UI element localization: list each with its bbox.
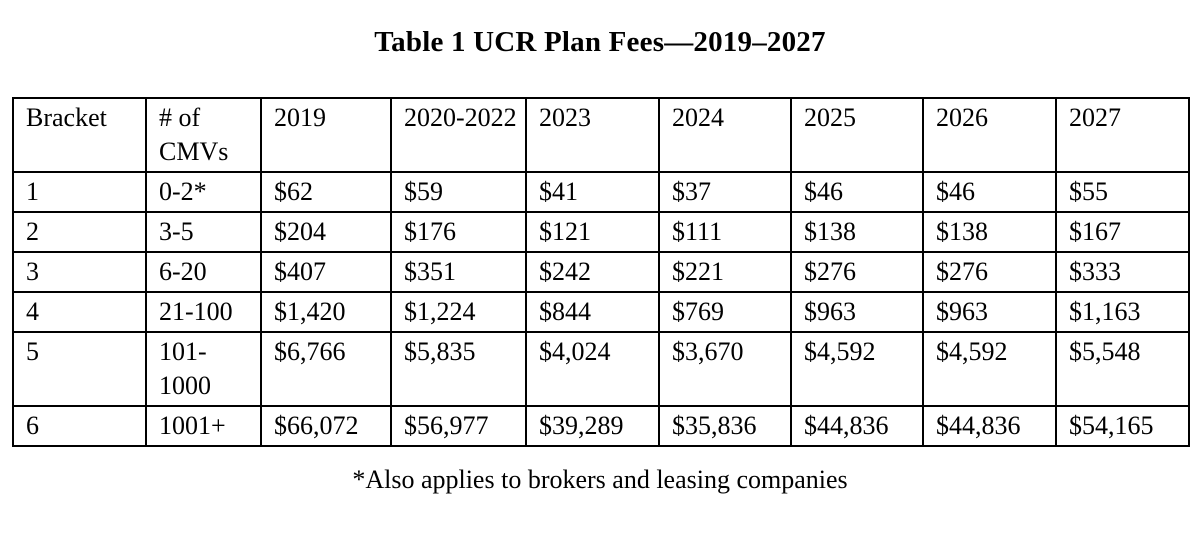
table-cell: $276 [922, 251, 1057, 293]
table-cell: $333 [1055, 251, 1190, 293]
table-row: 4 21-100 $1,420 $1,224 $844 $769 $963 $963 $1,16… [12, 291, 1190, 333]
header-cell: Bracket [12, 97, 147, 173]
table-cell: $44,836 [790, 405, 924, 447]
table-cell: 0-2* [145, 171, 262, 213]
header-cell: 2027 [1055, 97, 1190, 173]
ucr-plan-fees-table: Bracket # of CMVs 2019 2020-2022 2023 2024 202… [12, 97, 1190, 447]
document-page: Table 1 UCR Plan Fees—2019–2027 Bracket #… [0, 26, 1200, 536]
table-body: 1 0-2* $62 $59 $41 $37 $46 $46 $55 2 3-5 $204 $176 $1… [12, 171, 1190, 447]
table-cell: $844 [525, 291, 660, 333]
table-cell: $41 [525, 171, 660, 213]
table-cell: $1,163 [1055, 291, 1190, 333]
table-cell: $3,670 [658, 331, 792, 407]
table-cell: $56,977 [390, 405, 527, 447]
table-cell: $221 [658, 251, 792, 293]
header-cell: 2024 [658, 97, 792, 173]
table-cell: $54,165 [1055, 405, 1190, 447]
header-cell: 2020-2022 [390, 97, 527, 173]
table-row: 2 3-5 $204 $176 $121 $111 $138 $138 $167 [12, 211, 1190, 253]
table-cell: 6 [12, 405, 147, 447]
table-cell: $121 [525, 211, 660, 253]
table-cell: $37 [658, 171, 792, 213]
table-cell: 6-20 [145, 251, 262, 293]
table-row: 5 101-1000 $6,766 $5,835 $4,024 $3,670 $4,592 $… [12, 331, 1190, 407]
table-cell: $1,224 [390, 291, 527, 333]
table-cell: 1001+ [145, 405, 262, 447]
table-cell: $111 [658, 211, 792, 253]
table-cell: $276 [790, 251, 924, 293]
header-cell: 2025 [790, 97, 924, 173]
table-cell: $46 [922, 171, 1057, 213]
table-cell: 21-100 [145, 291, 262, 333]
table-cell: $407 [260, 251, 392, 293]
table-cell: 2 [12, 211, 147, 253]
header-cell: 2023 [525, 97, 660, 173]
table-cell: $138 [922, 211, 1057, 253]
header-row: Bracket # of CMVs 2019 2020-2022 2023 2024 202… [12, 97, 1190, 173]
table-cell: 3 [12, 251, 147, 293]
table-row: 1 0-2* $62 $59 $41 $37 $46 $46 $55 [12, 171, 1190, 213]
table-cell: $6,766 [260, 331, 392, 407]
table-cell: $4,592 [922, 331, 1057, 407]
table-cell: $138 [790, 211, 924, 253]
table-cell: $176 [390, 211, 527, 253]
table-cell: $1,420 [260, 291, 392, 333]
table-cell: $44,836 [922, 405, 1057, 447]
table-cell: $242 [525, 251, 660, 293]
table-cell: $46 [790, 171, 924, 213]
table-cell: $963 [922, 291, 1057, 333]
table-cell: 5 [12, 331, 147, 407]
table-cell: $5,835 [390, 331, 527, 407]
table-cell: $4,592 [790, 331, 924, 407]
table-cell: $66,072 [260, 405, 392, 447]
table-cell: $963 [790, 291, 924, 333]
table-header: Bracket # of CMVs 2019 2020-2022 2023 2024 202… [12, 97, 1190, 173]
table-cell: 3-5 [145, 211, 262, 253]
header-cell: # of CMVs [145, 97, 262, 173]
table-title: Table 1 UCR Plan Fees—2019–2027 [374, 26, 826, 58]
table-cell: 1 [12, 171, 147, 213]
table-cell: $351 [390, 251, 527, 293]
table-cell: $204 [260, 211, 392, 253]
table-cell: 4 [12, 291, 147, 333]
table-cell: $55 [1055, 171, 1190, 213]
table-cell: $167 [1055, 211, 1190, 253]
table-cell: 101-1000 [145, 331, 262, 407]
table-cell: $769 [658, 291, 792, 333]
table-cell: $39,289 [525, 405, 660, 447]
table-cell: $4,024 [525, 331, 660, 407]
footnote: *Also applies to brokers and leasing com… [352, 465, 848, 494]
header-cell: 2026 [922, 97, 1057, 173]
table-cell: $62 [260, 171, 392, 213]
table-row: 6 1001+ $66,072 $56,977 $39,289 $35,836 $44,83… [12, 405, 1190, 447]
table-cell: $5,548 [1055, 331, 1190, 407]
table-row: 3 6-20 $407 $351 $242 $221 $276 $276 $333 [12, 251, 1190, 293]
header-cell: 2019 [260, 97, 392, 173]
table-cell: $59 [390, 171, 527, 213]
table-cell: $35,836 [658, 405, 792, 447]
